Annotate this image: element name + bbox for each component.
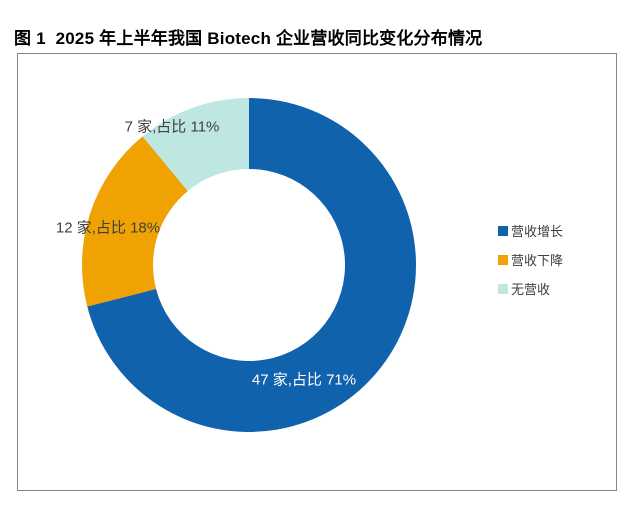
donut-segment-1 [82,136,188,307]
legend-label-no-revenue: 无营收 [511,282,551,297]
legend-item-revenue-growth: 营收增长 [498,224,564,239]
chart-area: 47 家,占比 71% 12 家,占比 18% 7 家,占比 11% 营收增长 … [17,53,617,491]
legend-item-revenue-decline: 营收下降 [498,253,564,268]
legend: 营收增长 营收下降 无营收 [498,224,564,297]
legend-label-revenue-decline: 营收下降 [511,253,564,268]
legend-swatch-revenue-growth-icon [498,225,508,236]
slice-label-revenue-decline: 12 家,占比 18% [55,219,161,237]
legend-swatch-revenue-decline-icon [498,254,508,265]
legend-item-no-revenue: 无营收 [498,282,563,297]
donut-chart [82,98,417,432]
figure-title: 图 1 2025 年上半年我国 Biotech 企业营收同比变化分布情况 [14,29,483,48]
slice-label-no-revenue: 7 家,占比 11% [124,118,220,136]
legend-label-revenue-growth: 营收增长 [511,224,564,239]
slice-label-revenue-growth: 47 家,占比 71% [251,371,357,389]
legend-swatch-no-revenue-icon [498,283,508,294]
donut-segment-0 [87,98,417,432]
donut-segment-2 [142,98,249,192]
